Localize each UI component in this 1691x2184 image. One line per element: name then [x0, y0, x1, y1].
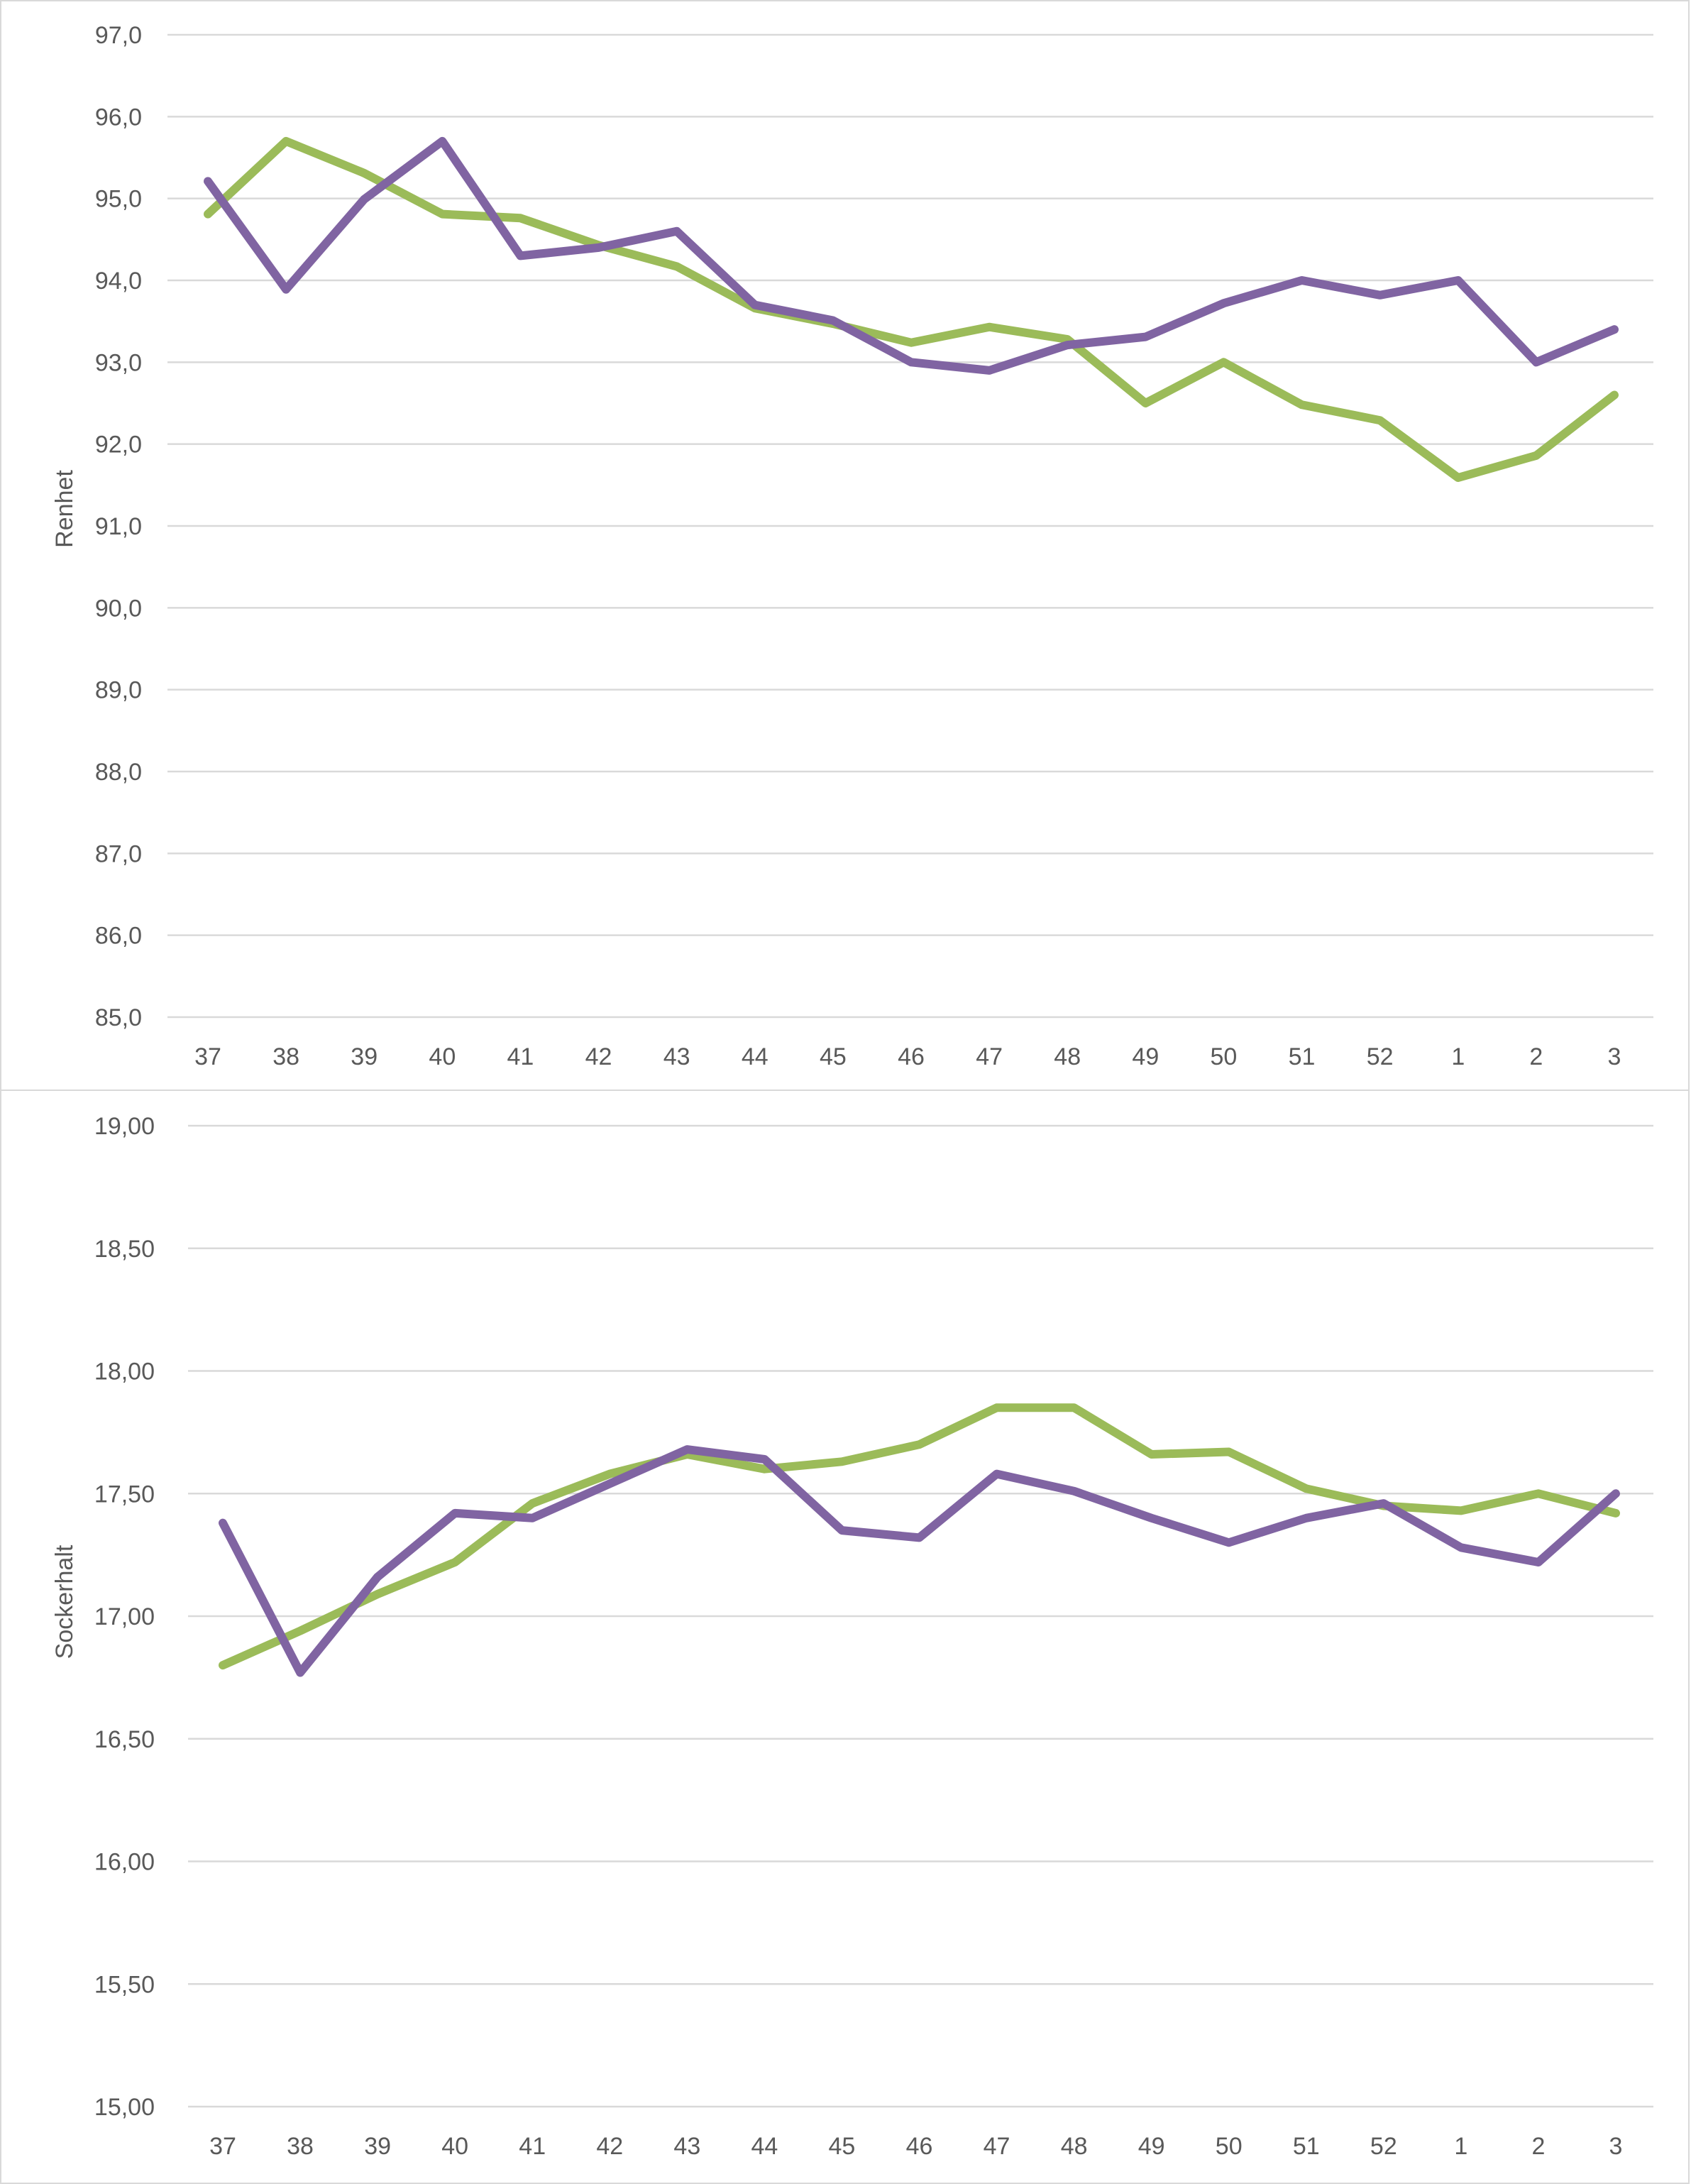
x-tick-label: 52: [1370, 2133, 1397, 2160]
x-tick-label: 40: [429, 1043, 456, 1070]
x-tick-label: 39: [364, 2133, 391, 2160]
chart-sockerhalt-plot: Sockerhalt 19,00 18,50 18,00 17,50 17,00 16,5…: [51, 1113, 1653, 2160]
y-axis-title: Renhet: [51, 470, 78, 548]
x-tick-label: 38: [287, 2133, 314, 2160]
y-tick-label: 17,50: [94, 1481, 155, 1508]
x-tick-label: 48: [1054, 1043, 1081, 1070]
y-tick-label: 18,50: [94, 1236, 155, 1263]
y-tick-label: 90,0: [95, 595, 142, 622]
x-tick-label: 41: [507, 1043, 534, 1070]
y-tick-label: 88,0: [95, 759, 142, 786]
x-tick-label: 48: [1061, 2133, 1088, 2160]
series-line-1: [204, 136, 1619, 482]
x-tick-label: 46: [898, 1043, 925, 1070]
y-tick-label: 93,0: [95, 349, 142, 376]
y-tick-label: 18,00: [94, 1359, 155, 1385]
y-tick-label: 89,0: [95, 677, 142, 704]
x-tick-label: 3: [1609, 2133, 1623, 2160]
y-tick-label: 87,0: [95, 840, 142, 867]
x-tick-label: 3: [1608, 1043, 1621, 1070]
x-tick-label: 47: [976, 1043, 1003, 1070]
series-line-2: [204, 136, 1619, 375]
x-tick-label: 51: [1289, 1043, 1316, 1070]
x-tick-label: 45: [829, 2133, 856, 2160]
x-tick-label: 50: [1216, 2133, 1243, 2160]
x-tick-label: 49: [1138, 2133, 1165, 2160]
y-tick-label: 17,00: [94, 1603, 155, 1630]
x-tick-label: 47: [984, 2133, 1010, 2160]
x-tick-label: 42: [596, 2133, 623, 2160]
y-tick-label: 94,0: [95, 268, 142, 295]
y-tick-label: 95,0: [95, 186, 142, 213]
y-tick-label: 96,0: [95, 104, 142, 131]
x-tick-label: 52: [1367, 1043, 1394, 1070]
y-tick-label: 15,00: [94, 2094, 155, 2121]
y-tick-label: 19,00: [94, 1113, 155, 1140]
x-tick-label: 2: [1529, 1043, 1543, 1070]
x-tick-label: 50: [1211, 1043, 1238, 1070]
y-tick-label: 16,50: [94, 1726, 155, 1753]
y-tick-label: 16,00: [94, 1849, 155, 1876]
y-axis-title: Sockerhalt: [51, 1544, 78, 1659]
y-tick-label: 97,0: [95, 22, 142, 49]
x-tick-label: 38: [272, 1043, 299, 1070]
x-tick-label: 37: [194, 1043, 221, 1070]
x-tick-label: 44: [751, 2133, 778, 2160]
y-tick-label: 92,0: [95, 432, 142, 459]
y-tick-label: 86,0: [95, 923, 142, 950]
x-tick-label: 51: [1293, 2133, 1320, 2160]
x-tick-label: 1: [1451, 1043, 1465, 1070]
x-tick-label: 37: [209, 2133, 236, 2160]
x-tick-label: 45: [820, 1043, 847, 1070]
chart-renhet-plot: Renhet 97,0 96,0 95,0 94,0 93,0 92,0 91,0 90,0 8…: [51, 22, 1653, 1070]
y-tick-label: 85,0: [95, 1004, 142, 1031]
x-tick-label: 43: [673, 2133, 700, 2160]
x-tick-label: 42: [585, 1043, 612, 1070]
x-tick-label: 41: [519, 2133, 546, 2160]
y-tick-label: 91,0: [95, 513, 142, 540]
y-tick-label: 15,50: [94, 1971, 155, 1998]
chart-renhet: [0, 0, 1690, 1091]
x-tick-label: 44: [742, 1043, 769, 1070]
x-tick-label: 43: [663, 1043, 690, 1070]
x-tick-label: 2: [1531, 2133, 1545, 2160]
series-line-2: [219, 1445, 1620, 1677]
x-tick-label: 46: [906, 2133, 933, 2160]
x-tick-label: 40: [441, 2133, 468, 2160]
x-tick-label: 39: [351, 1043, 378, 1070]
x-tick-label: 1: [1454, 2133, 1467, 2160]
x-tick-label: 49: [1132, 1043, 1159, 1070]
